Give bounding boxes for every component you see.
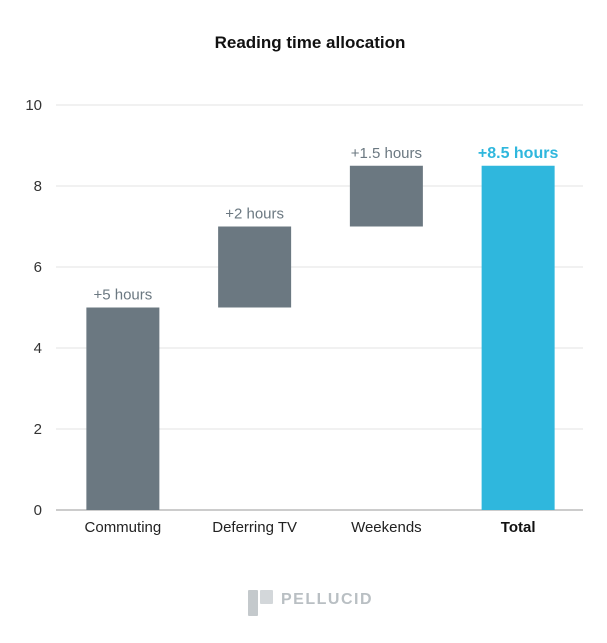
brand-name: PELLUCID [281,591,373,608]
y-tick-label: 8 [34,178,42,195]
bar-commuting [86,307,160,510]
y-tick-label: 10 [25,97,42,114]
y-tick-label: 4 [34,340,42,357]
x-tick-label: Deferring TV [212,519,297,536]
y-tick-label: 6 [34,259,42,276]
data-label: +5 hours [93,287,152,304]
bars [86,165,555,510]
data-label: +2 hours [225,206,284,223]
x-tick-label: Commuting [85,519,162,536]
data-label: +1.5 hours [351,145,422,162]
data-labels: +5 hours +2 hours +1.5 hours +8.5 hours [93,145,558,304]
bar-total [481,165,555,510]
y-axis: 0 2 4 6 8 10 [25,97,42,519]
chart-title: Reading time allocation [215,33,406,52]
brand-logo: PELLUCID [248,590,373,616]
y-tick-label: 0 [34,502,42,519]
x-tick-label: Weekends [351,519,422,536]
x-axis: Commuting Deferring TV Weekends Total [85,519,536,536]
y-tick-label: 2 [34,421,42,438]
bar-weekends [349,165,423,227]
bar-deferring-tv [218,226,292,308]
x-tick-label: Total [501,519,536,536]
data-label: +8.5 hours [478,145,559,162]
pellucid-logo-icon [248,590,273,616]
